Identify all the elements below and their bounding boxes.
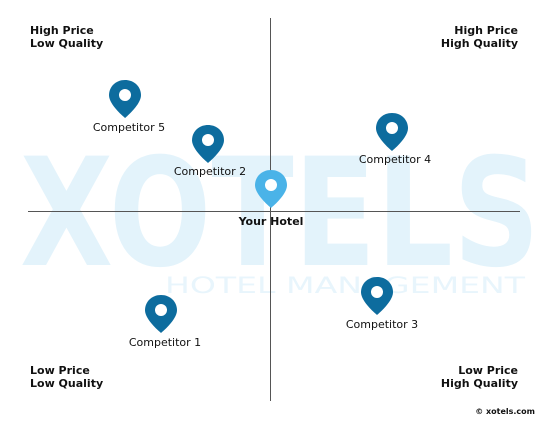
price-axis xyxy=(28,211,520,212)
map-pin-icon[interactable] xyxy=(359,276,395,316)
quadrant-label-line: High Price xyxy=(30,24,94,37)
svg-text:HOTEL MANAGEMENT: HOTEL MANAGEMENT xyxy=(165,274,526,299)
marker-label: Competitor 3 xyxy=(345,318,419,331)
quadrant-label-line: Low Quality xyxy=(30,377,104,390)
map-pin-icon[interactable] xyxy=(253,169,289,209)
quadrant-label-line: Low Price xyxy=(30,364,90,377)
quadrant-label-top-left: High Price Low Quality xyxy=(30,24,103,50)
quadrant-label-line: Low Price xyxy=(458,364,518,377)
svg-text:XOTELS: XOTELS xyxy=(20,127,540,301)
quadrant-label-bottom-right: Low Price High Quality xyxy=(441,364,518,390)
marker-label: Your Hotel xyxy=(238,215,304,228)
marker-label: Competitor 4 xyxy=(358,153,432,166)
map-pin-icon[interactable] xyxy=(190,124,226,164)
map-pin-icon[interactable] xyxy=(107,79,143,119)
marker-label: Competitor 5 xyxy=(92,121,166,134)
map-pin-icon[interactable] xyxy=(143,294,179,334)
quadrant-label-top-right: High Price High Quality xyxy=(441,24,518,50)
quadrant-label-line: High Quality xyxy=(440,377,518,390)
marker-label: Competitor 2 xyxy=(173,165,247,178)
copyright-credit: © xotels.com xyxy=(475,407,535,416)
map-pin-icon[interactable] xyxy=(374,112,410,152)
quadrant-label-line: Low Quality xyxy=(30,37,104,50)
quadrant-label-bottom-left: Low Price Low Quality xyxy=(30,364,103,390)
quality-axis xyxy=(270,18,271,401)
marker-label: Competitor 1 xyxy=(128,336,202,349)
quadrant-label-line: High Price xyxy=(454,24,518,37)
quadrant-label-line: High Quality xyxy=(440,37,518,50)
